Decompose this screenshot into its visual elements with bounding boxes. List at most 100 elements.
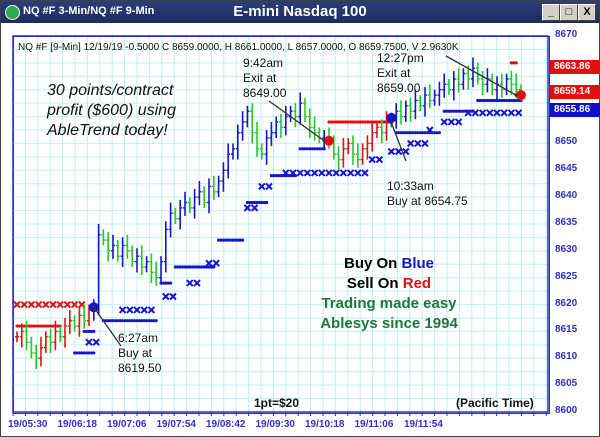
trailing-stop-dot — [269, 174, 273, 178]
stop-x-marker — [387, 147, 396, 156]
trailing-stop-dot — [154, 319, 158, 323]
trailing-stop-dot — [82, 329, 86, 334]
trailing-stop-dot — [397, 131, 401, 135]
trailing-stop-dot — [39, 324, 43, 328]
y-tick-label: 8605 — [555, 378, 578, 390]
trailing-stop-dot — [49, 324, 53, 328]
trailing-stop-dot — [485, 98, 489, 103]
trailing-stop-dot — [327, 120, 331, 124]
title-bar[interactable]: NQ #F 3-Min/NQ #F 9-Min E-mini Nasdaq 10… — [1, 1, 599, 23]
stop-x-marker — [85, 338, 93, 346]
trailing-stop-dot — [207, 265, 211, 269]
trailing-stop-dot — [250, 200, 254, 205]
x-tick-label: 19/09:30 — [255, 419, 295, 430]
x-tick-label: 19/05:30 — [8, 419, 48, 430]
promo-text: 30 points/contract profit ($600) using A… — [47, 81, 176, 141]
trailing-stop-dot — [75, 351, 79, 355]
x-tick-label: 19/06:18 — [57, 419, 97, 430]
trailing-stop-dot — [44, 324, 48, 328]
close-button[interactable]: X — [578, 4, 596, 21]
trailing-stop-dot — [27, 324, 31, 328]
trailing-stop-dot — [404, 131, 408, 135]
stop-x-marker — [310, 169, 319, 177]
trailing-stop-dot — [82, 351, 86, 355]
stop-x-marker — [394, 147, 403, 156]
stop-x-marker — [493, 109, 501, 117]
trailing-stop-dot — [85, 351, 89, 355]
trailing-stop-dot — [238, 238, 242, 242]
buy2-time: 10:33am — [387, 179, 434, 193]
stop-x-marker — [296, 169, 304, 177]
trailing-stop-dot — [195, 265, 199, 269]
stop-x-marker — [368, 155, 376, 164]
trailing-stop-dot — [109, 319, 113, 323]
trailing-stop-dot — [418, 131, 422, 135]
slogan-line2: Ablesys since 1994 — [320, 315, 458, 332]
price-tag-lower-stop: 8655.86 — [550, 103, 600, 117]
trailing-stop-dot — [341, 120, 345, 124]
maximize-button[interactable]: □ — [560, 4, 578, 21]
stop-x-marker — [70, 300, 79, 309]
stop-x-marker — [212, 259, 220, 267]
minimize-button[interactable]: _ — [542, 4, 560, 21]
trailing-stop-dot — [85, 329, 89, 334]
trailing-stop-dot — [305, 147, 309, 151]
trailing-stop-dot — [231, 238, 235, 242]
trailing-stop-dot — [507, 98, 511, 103]
stop-x-marker — [92, 338, 100, 346]
trailing-stop-dot — [401, 131, 405, 135]
trailing-stop-dot — [356, 120, 360, 124]
y-tick-label: 8600 — [555, 405, 578, 416]
trailing-stop-dot — [32, 324, 36, 328]
x-tick-label: 19/07:06 — [107, 419, 147, 430]
annotation-arrow — [268, 100, 325, 142]
stop-x-marker — [56, 300, 64, 309]
trailing-stop-dot — [41, 324, 46, 328]
trailing-stop-dot — [442, 109, 446, 113]
stop-x-marker — [361, 169, 369, 177]
trailing-stop-dot — [483, 98, 487, 103]
trailing-stop-dot — [437, 131, 441, 135]
trailing-stop-dot — [217, 238, 221, 242]
point-value: 1pt=$20 — [254, 396, 300, 410]
trailing-stop-dot — [116, 319, 120, 323]
stop-x-marker — [126, 306, 134, 314]
trailing-stop-dot — [421, 131, 425, 135]
stop-x-marker — [440, 118, 448, 126]
trailing-stop-dot — [77, 351, 81, 355]
trailing-stop-dot — [445, 109, 449, 113]
trailing-stop-dot — [226, 238, 230, 242]
y-tick-label: 8610 — [555, 351, 578, 363]
stop-x-marker — [133, 306, 141, 314]
annotation-arrow — [93, 306, 122, 347]
trailing-stop-dot — [106, 319, 110, 323]
trailing-stop-dot — [202, 265, 206, 269]
stop-x-marker — [20, 300, 28, 309]
slogan-line1: Trading made easy — [321, 295, 457, 312]
y-tick-label: 8670 — [555, 29, 578, 40]
buy1-label: Buy at — [118, 346, 153, 360]
stop-x-marker — [500, 109, 508, 117]
trailing-stop-dot — [509, 98, 513, 103]
stop-x-marker — [140, 306, 148, 314]
stop-x-marker — [514, 109, 523, 117]
trailing-stop-dot — [334, 120, 338, 124]
trailing-stop-dot — [142, 319, 146, 323]
trailing-stop-dot — [183, 265, 187, 269]
buy-on-text: Buy On — [343, 255, 402, 272]
trailing-stop-dot — [361, 120, 365, 124]
stop-x-marker — [426, 126, 434, 134]
stop-x-marker — [265, 182, 273, 191]
stop-x-marker — [303, 169, 312, 177]
x-tick-label: 19/10:18 — [305, 419, 345, 430]
trailing-stop-dot — [147, 319, 151, 323]
stop-x-marker — [169, 292, 177, 301]
arrow-head — [389, 121, 393, 125]
buy2-label: Buy at 8654.75 — [387, 194, 468, 208]
buy2-annotation: 10:33am Buy at 8654.75 — [387, 179, 468, 209]
trailing-stop-dot — [481, 98, 485, 103]
trailing-stop-dot — [346, 120, 350, 124]
trailing-stop-dot — [329, 120, 333, 124]
trailing-stop-dot — [125, 319, 129, 323]
trailing-stop-dot — [406, 131, 410, 135]
